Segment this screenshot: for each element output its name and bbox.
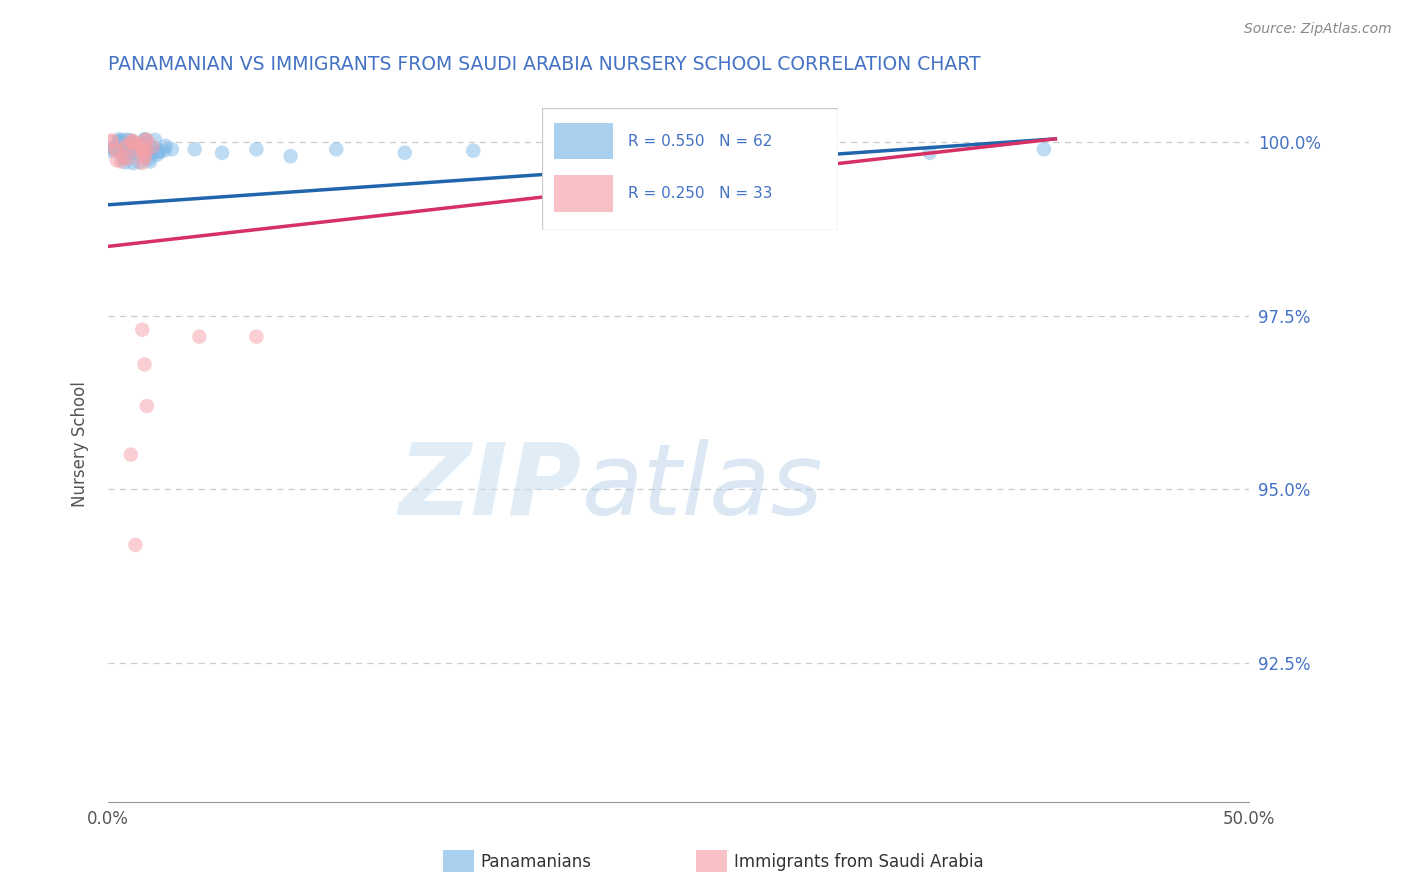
Point [120, 133, 142, 147]
Point [132, 145, 155, 160]
Text: PANAMANIAN VS IMMIGRANTS FROM SAUDI ARABIA NURSERY SCHOOL CORRELATION CHART: PANAMANIAN VS IMMIGRANTS FROM SAUDI ARAB… [108, 55, 980, 74]
Point [111, 133, 134, 147]
Point [149, 145, 172, 159]
Point [325, 142, 347, 156]
Point [107, 135, 129, 149]
Point [100, 135, 122, 149]
Point [131, 323, 153, 337]
Point [114, 155, 136, 169]
Y-axis label: Nursery School: Nursery School [72, 381, 89, 508]
Point [100, 144, 122, 158]
Text: atlas: atlas [582, 439, 824, 535]
Point [122, 135, 145, 149]
Point [104, 143, 127, 157]
Point [134, 149, 156, 163]
Point [101, 133, 124, 147]
Point [115, 133, 138, 147]
Point [110, 154, 132, 169]
Point [134, 145, 156, 159]
Point [131, 156, 153, 170]
Point [129, 142, 152, 156]
Point [124, 138, 146, 153]
Point [280, 149, 302, 163]
Point [122, 156, 145, 170]
Point [141, 146, 163, 161]
Text: Immigrants from Saudi Arabia: Immigrants from Saudi Arabia [734, 853, 984, 871]
Point [134, 136, 156, 151]
Point [146, 145, 169, 160]
Point [245, 329, 267, 343]
Point [142, 140, 165, 154]
Point [112, 150, 135, 164]
Point [131, 143, 153, 157]
Point [111, 151, 134, 165]
Point [134, 132, 156, 146]
Point [668, 145, 690, 160]
Point [117, 145, 139, 159]
Point [115, 143, 138, 157]
Point [129, 138, 152, 153]
Point [118, 145, 141, 160]
Point [155, 139, 177, 153]
Point [153, 144, 176, 158]
Point [135, 142, 157, 156]
Point [188, 329, 211, 343]
Point [139, 154, 162, 169]
Point [463, 144, 485, 158]
Text: Source: ZipAtlas.com: Source: ZipAtlas.com [1244, 22, 1392, 37]
Point [128, 155, 150, 169]
Point [394, 145, 416, 160]
Point [138, 152, 160, 166]
Point [135, 399, 157, 413]
Point [108, 132, 131, 146]
Point [121, 137, 143, 152]
Point [143, 133, 166, 147]
Point [127, 144, 149, 158]
Point [184, 142, 207, 156]
Point [132, 152, 155, 166]
Point [105, 143, 128, 157]
Point [108, 135, 131, 149]
Point [134, 133, 156, 147]
Point [101, 141, 124, 155]
Point [122, 135, 145, 149]
Point [120, 134, 142, 148]
Point [110, 142, 132, 156]
Point [120, 448, 142, 462]
Point [134, 132, 156, 146]
Point [124, 538, 146, 552]
Point [804, 144, 827, 158]
Point [134, 358, 156, 372]
Point [146, 147, 169, 161]
Point [211, 145, 233, 160]
Point [110, 136, 132, 151]
Point [136, 133, 159, 147]
Point [108, 144, 131, 158]
Point [117, 152, 139, 166]
Point [1032, 142, 1054, 156]
Text: ZIP: ZIP [399, 439, 582, 535]
Point [141, 145, 163, 159]
Point [554, 142, 576, 156]
Point [918, 145, 941, 160]
Point [139, 139, 162, 153]
Point [121, 146, 143, 161]
Point [115, 138, 138, 153]
Point [114, 141, 136, 155]
Point [128, 143, 150, 157]
Point [111, 145, 134, 159]
Point [245, 142, 267, 156]
Point [160, 142, 183, 156]
Point [117, 141, 139, 155]
Text: Panamanians: Panamanians [481, 853, 592, 871]
Point [125, 137, 148, 152]
Point [124, 136, 146, 151]
Point [105, 153, 128, 167]
Point [103, 141, 125, 155]
Point [129, 138, 152, 153]
